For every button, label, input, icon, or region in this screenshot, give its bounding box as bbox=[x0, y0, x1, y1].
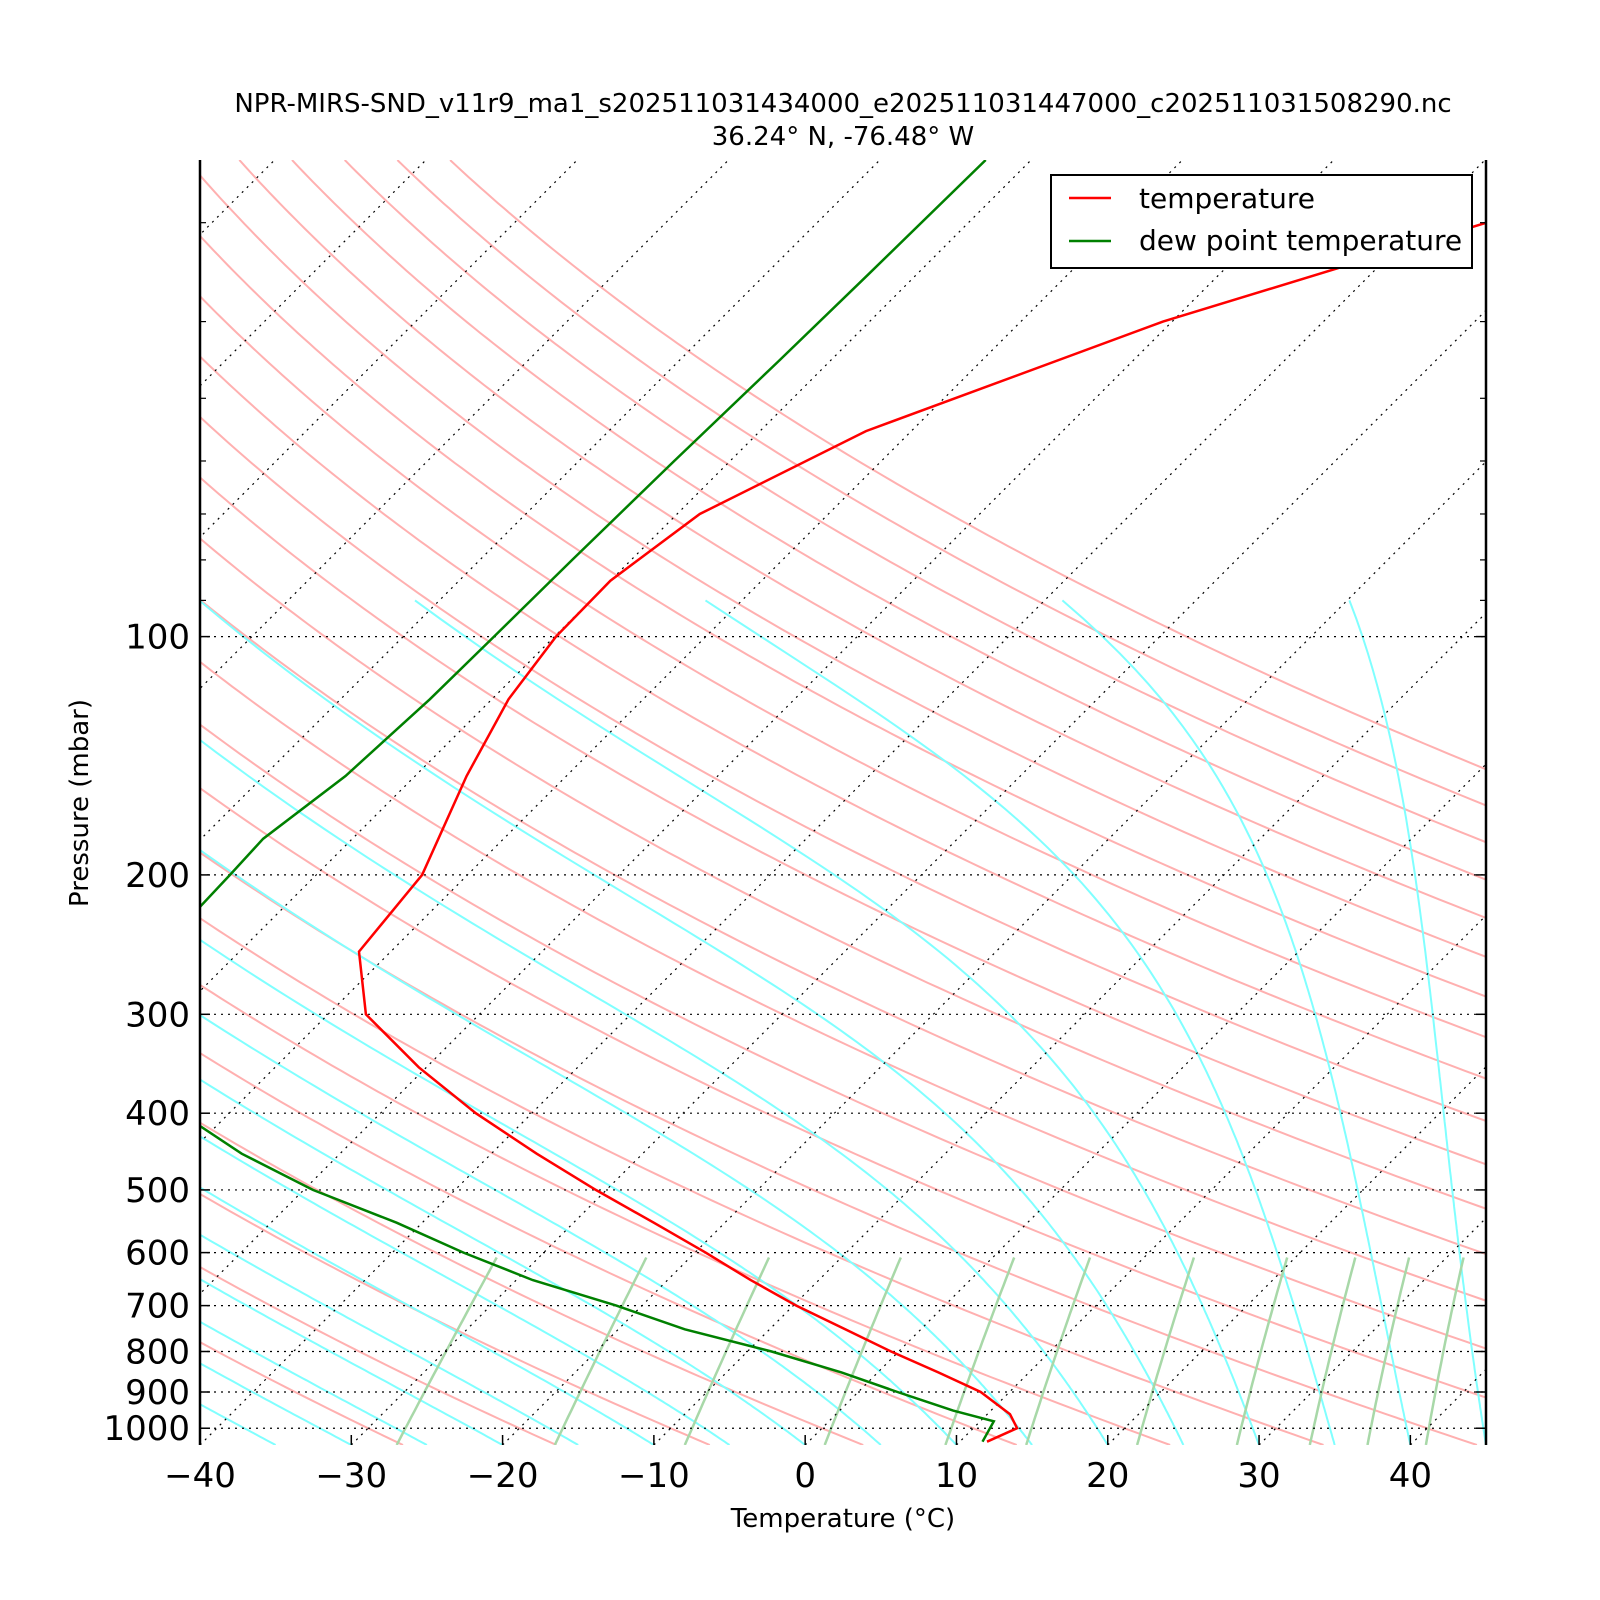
y-tick-label: 1000 bbox=[103, 1409, 190, 1449]
dry-adiabat bbox=[200, 476, 1486, 1166]
moist-adiabat bbox=[414, 599, 1261, 1445]
dry-adiabat bbox=[343, 160, 1486, 844]
legend-box bbox=[1050, 174, 1473, 269]
y-tick-label: 400 bbox=[125, 1094, 190, 1134]
legend-label-temperature: temperature bbox=[1139, 182, 1315, 215]
mixing-ratio-line bbox=[823, 1257, 902, 1445]
x-tick-label: 40 bbox=[1389, 1456, 1432, 1496]
x-tick-label: 10 bbox=[935, 1456, 978, 1496]
chart-subtitle: 36.24° N, -76.48° W bbox=[712, 122, 974, 152]
mixing-ratio-line bbox=[1025, 1257, 1092, 1445]
x-tick-label: −30 bbox=[315, 1456, 387, 1496]
isotherm bbox=[956, 914, 1486, 1445]
axes-frame bbox=[198, 160, 1488, 1445]
isotherm bbox=[1258, 1217, 1486, 1445]
x-tick-label: 0 bbox=[794, 1456, 816, 1496]
dry-adiabat bbox=[200, 1051, 1018, 1445]
y-tick-label: 500 bbox=[125, 1171, 190, 1211]
plot-area bbox=[200, 160, 1486, 1445]
dry-adiabat bbox=[200, 355, 1486, 1080]
dry-adiabat bbox=[200, 660, 1486, 1302]
dry-adiabat bbox=[200, 786, 1486, 1399]
isotherm bbox=[350, 309, 1486, 1445]
isotherm bbox=[1107, 1065, 1486, 1445]
moist-adiabat bbox=[704, 599, 1336, 1445]
dry-adiabat bbox=[200, 173, 1486, 958]
mixing-ratio-lines bbox=[395, 1256, 1465, 1445]
y-tick-label: 300 bbox=[125, 995, 190, 1035]
mixing-ratio-line bbox=[1366, 1257, 1411, 1445]
dry-adiabat bbox=[200, 537, 1486, 1210]
x-tick-label: 20 bbox=[1086, 1456, 1129, 1496]
dry-adiabat bbox=[200, 983, 1171, 1445]
mixing-ratio-line bbox=[1424, 1257, 1465, 1445]
dry-adiabat bbox=[200, 598, 1486, 1256]
dry-adiabat bbox=[449, 160, 1486, 771]
series-lines bbox=[200, 160, 1486, 1443]
moist-adiabat bbox=[200, 1078, 806, 1445]
x-axis-label: Temperature (°C) bbox=[730, 1504, 955, 1534]
moist-adiabat bbox=[200, 1362, 352, 1445]
moist-adiabat bbox=[200, 938, 958, 1445]
legend-label-dew-point: dew point temperature bbox=[1139, 224, 1462, 257]
dry-adiabat bbox=[396, 160, 1486, 807]
isotherm bbox=[804, 763, 1486, 1445]
moist-adiabat bbox=[200, 738, 1109, 1445]
moist-adiabat bbox=[1061, 599, 1412, 1445]
mixing-ratio-line bbox=[1235, 1257, 1289, 1445]
moist-adiabat bbox=[200, 1186, 655, 1445]
y-tick-label: 200 bbox=[125, 856, 190, 896]
mixing-ratio-line bbox=[1135, 1257, 1196, 1445]
dry-adiabat bbox=[200, 851, 1478, 1445]
dry-adiabat bbox=[200, 1192, 711, 1445]
x-tick-label: 30 bbox=[1237, 1456, 1280, 1496]
isotherm bbox=[653, 612, 1486, 1445]
dry-adiabat bbox=[238, 160, 1486, 919]
dry-adiabat bbox=[200, 415, 1486, 1123]
dry-adiabats bbox=[200, 160, 1486, 1445]
y-tick-label: 800 bbox=[125, 1333, 190, 1373]
moist-adiabat bbox=[200, 1277, 504, 1445]
x-ticks: −40 −30 −20 −10 0 10 20 30 40 bbox=[164, 1435, 1432, 1496]
dry-adiabat bbox=[200, 916, 1324, 1445]
moist-adiabat bbox=[200, 848, 1033, 1445]
isotherm bbox=[200, 160, 1335, 1295]
dry-adiabat bbox=[200, 234, 1486, 998]
moist-adiabat bbox=[1348, 600, 1486, 1445]
y-tick-label: 700 bbox=[125, 1287, 190, 1327]
series-line bbox=[357, 221, 1486, 1443]
x-tick-label: −20 bbox=[467, 1456, 539, 1496]
chart-title: NPR-MIRS-SND_v11r9_ma1_s202511031434000_… bbox=[234, 89, 1451, 119]
y-tick-label: 100 bbox=[125, 618, 190, 658]
isobar-gridlines bbox=[200, 636, 1486, 1429]
x-tick-label: −40 bbox=[164, 1456, 236, 1496]
y-tick-label: 600 bbox=[125, 1234, 190, 1274]
moist-adiabat bbox=[200, 1320, 428, 1445]
y-axis-label: Pressure (mbar) bbox=[65, 699, 95, 907]
dry-adiabat bbox=[200, 1121, 864, 1445]
x-tick-label: −10 bbox=[618, 1456, 690, 1496]
dry-adiabat bbox=[200, 723, 1486, 1350]
legend: temperature dew point temperature bbox=[1050, 174, 1473, 269]
isotherm bbox=[502, 460, 1486, 1445]
dry-adiabat bbox=[291, 160, 1486, 881]
moist-adiabat bbox=[200, 1013, 882, 1445]
mixing-ratio-line bbox=[1308, 1257, 1357, 1445]
series-line bbox=[200, 160, 996, 1443]
y-tick-label: 900 bbox=[125, 1373, 190, 1413]
dry-adiabat bbox=[200, 294, 1486, 1039]
moist-adiabat bbox=[200, 1135, 731, 1445]
